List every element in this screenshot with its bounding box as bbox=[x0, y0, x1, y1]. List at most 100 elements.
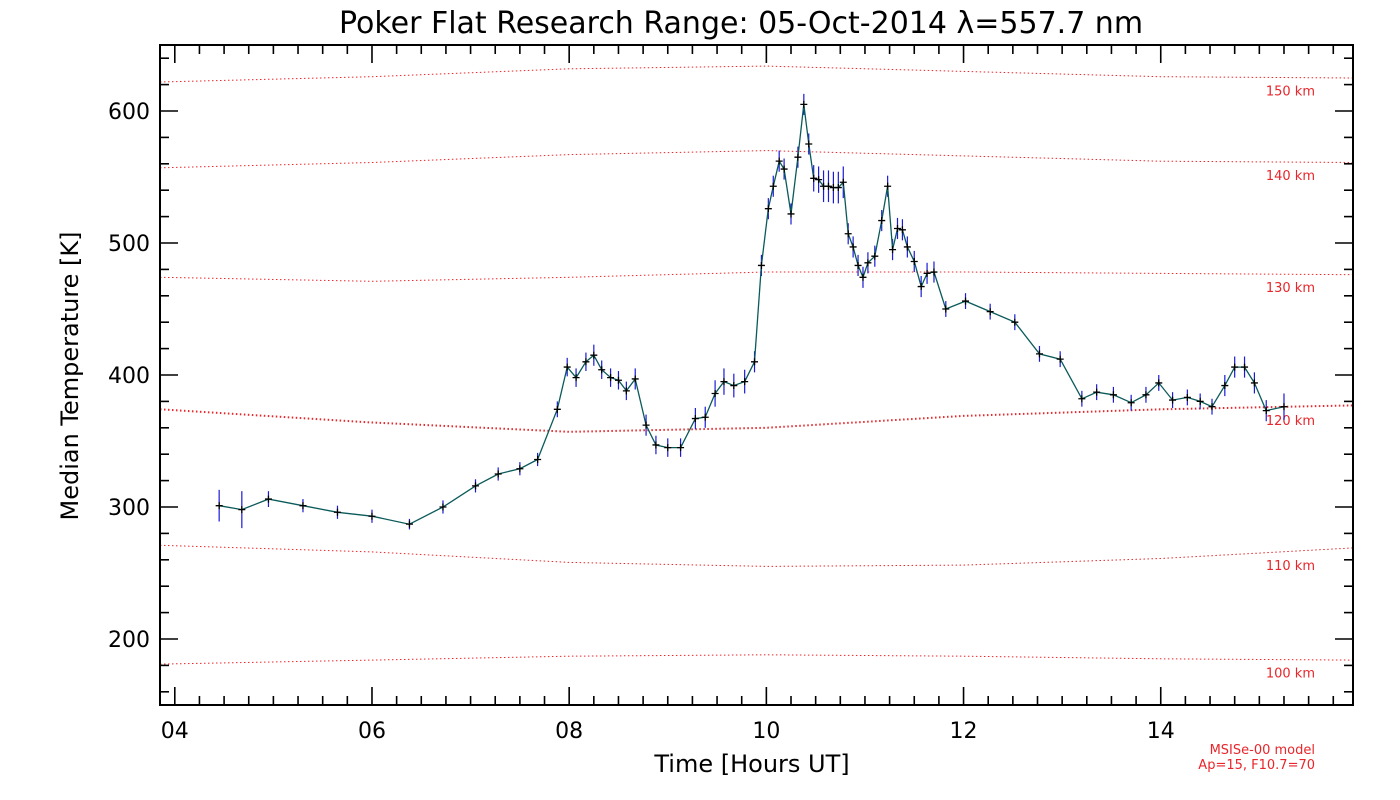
data-point bbox=[741, 378, 749, 386]
data-point bbox=[691, 415, 699, 423]
model-curve-label: 140 km bbox=[1266, 169, 1315, 184]
data-point bbox=[1241, 363, 1249, 371]
data-point bbox=[824, 182, 832, 190]
data-point bbox=[1142, 391, 1150, 399]
model-curve-100-km bbox=[159, 654, 1354, 665]
data-point bbox=[494, 470, 502, 478]
data-point bbox=[1056, 355, 1064, 363]
model-curve-140-km bbox=[159, 150, 1354, 169]
model-curve-label: 110 km bbox=[1266, 559, 1315, 574]
data-point bbox=[720, 378, 728, 386]
x-tick-label: 04 bbox=[161, 719, 189, 744]
data-point bbox=[553, 405, 561, 413]
data-point bbox=[563, 363, 571, 371]
data-point bbox=[962, 297, 970, 305]
y-tick-label: 400 bbox=[108, 364, 150, 389]
data-point bbox=[764, 205, 772, 213]
data-point bbox=[516, 465, 524, 473]
data-point bbox=[903, 243, 911, 251]
data-point bbox=[844, 230, 852, 238]
data-point bbox=[849, 243, 857, 251]
data-point bbox=[805, 140, 813, 148]
model-curve-label: 120 km bbox=[1266, 414, 1315, 429]
data-point bbox=[794, 153, 802, 161]
data-point bbox=[815, 176, 823, 184]
data-point bbox=[238, 506, 246, 514]
data-point bbox=[986, 308, 994, 316]
data-point bbox=[652, 441, 660, 449]
data-point bbox=[878, 217, 886, 225]
data-point bbox=[622, 387, 630, 395]
data-point bbox=[642, 421, 650, 429]
data-point bbox=[1196, 397, 1204, 405]
temperature-line bbox=[219, 104, 1285, 525]
x-tick-label: 14 bbox=[1147, 719, 1175, 744]
data-point bbox=[598, 366, 606, 374]
chart-title: Poker Flat Research Range: 05-Oct-2014 λ… bbox=[339, 6, 1143, 41]
data-point bbox=[839, 178, 847, 186]
model-curves: 150 km 140 km 130 km 120 km 110 km 100 km bbox=[159, 65, 1354, 682]
data-point bbox=[1183, 393, 1191, 401]
data-point bbox=[701, 413, 709, 421]
data-point bbox=[405, 520, 413, 528]
data-point bbox=[871, 252, 879, 260]
data-point bbox=[942, 305, 950, 313]
model-curve-150-km bbox=[159, 65, 1354, 83]
data-point bbox=[893, 224, 901, 232]
x-tick-label: 10 bbox=[752, 719, 780, 744]
data-point bbox=[368, 512, 376, 520]
data-point bbox=[572, 374, 580, 382]
data-point bbox=[1250, 379, 1258, 387]
data-point bbox=[1221, 382, 1229, 390]
data-point bbox=[1035, 350, 1043, 358]
model-curve-label: 130 km bbox=[1266, 281, 1315, 296]
data-point bbox=[590, 351, 598, 359]
model-curve-110-km bbox=[159, 544, 1354, 567]
data-point bbox=[472, 482, 480, 490]
data-point bbox=[917, 283, 925, 291]
data-point bbox=[299, 502, 307, 510]
data-point bbox=[898, 226, 906, 234]
data-point bbox=[769, 182, 777, 190]
model-note-name: MSISe-00 model bbox=[1210, 743, 1315, 758]
x-tick-label: 12 bbox=[950, 719, 978, 744]
model-curve-label: 100 km bbox=[1266, 667, 1315, 682]
data-point bbox=[607, 374, 615, 382]
data-series bbox=[215, 93, 1288, 530]
data-point bbox=[1231, 363, 1239, 371]
data-point bbox=[834, 184, 842, 192]
data-point bbox=[923, 269, 931, 277]
data-point bbox=[1280, 403, 1288, 411]
model-curve-label: 150 km bbox=[1266, 85, 1315, 100]
data-point bbox=[333, 508, 341, 516]
data-point bbox=[631, 375, 639, 383]
data-point bbox=[614, 376, 622, 384]
data-point bbox=[854, 261, 862, 269]
x-tick-label: 08 bbox=[555, 719, 583, 744]
data-point bbox=[930, 268, 938, 276]
data-point bbox=[677, 444, 685, 452]
data-point bbox=[1011, 318, 1019, 326]
y-tick-label: 600 bbox=[108, 100, 150, 125]
data-point bbox=[1155, 379, 1163, 387]
data-point bbox=[1093, 388, 1101, 396]
data-point bbox=[1109, 391, 1117, 399]
x-tick-label: 06 bbox=[358, 719, 386, 744]
y-tick-label: 500 bbox=[108, 232, 150, 257]
data-point bbox=[1208, 403, 1216, 411]
data-point bbox=[910, 257, 918, 265]
data-point bbox=[711, 389, 719, 397]
model-note-params: Ap=15, F10.7=70 bbox=[1198, 758, 1315, 773]
data-point bbox=[1127, 399, 1135, 407]
data-point bbox=[1262, 407, 1270, 415]
data-point bbox=[810, 174, 818, 182]
data-point bbox=[534, 455, 542, 463]
data-point bbox=[751, 358, 759, 366]
model-curve-130-km bbox=[159, 271, 1354, 282]
data-point bbox=[439, 503, 447, 511]
y-tick-label: 300 bbox=[108, 496, 150, 521]
data-point bbox=[884, 182, 892, 190]
data-point bbox=[757, 261, 765, 269]
y-tick-label: 200 bbox=[108, 628, 150, 653]
